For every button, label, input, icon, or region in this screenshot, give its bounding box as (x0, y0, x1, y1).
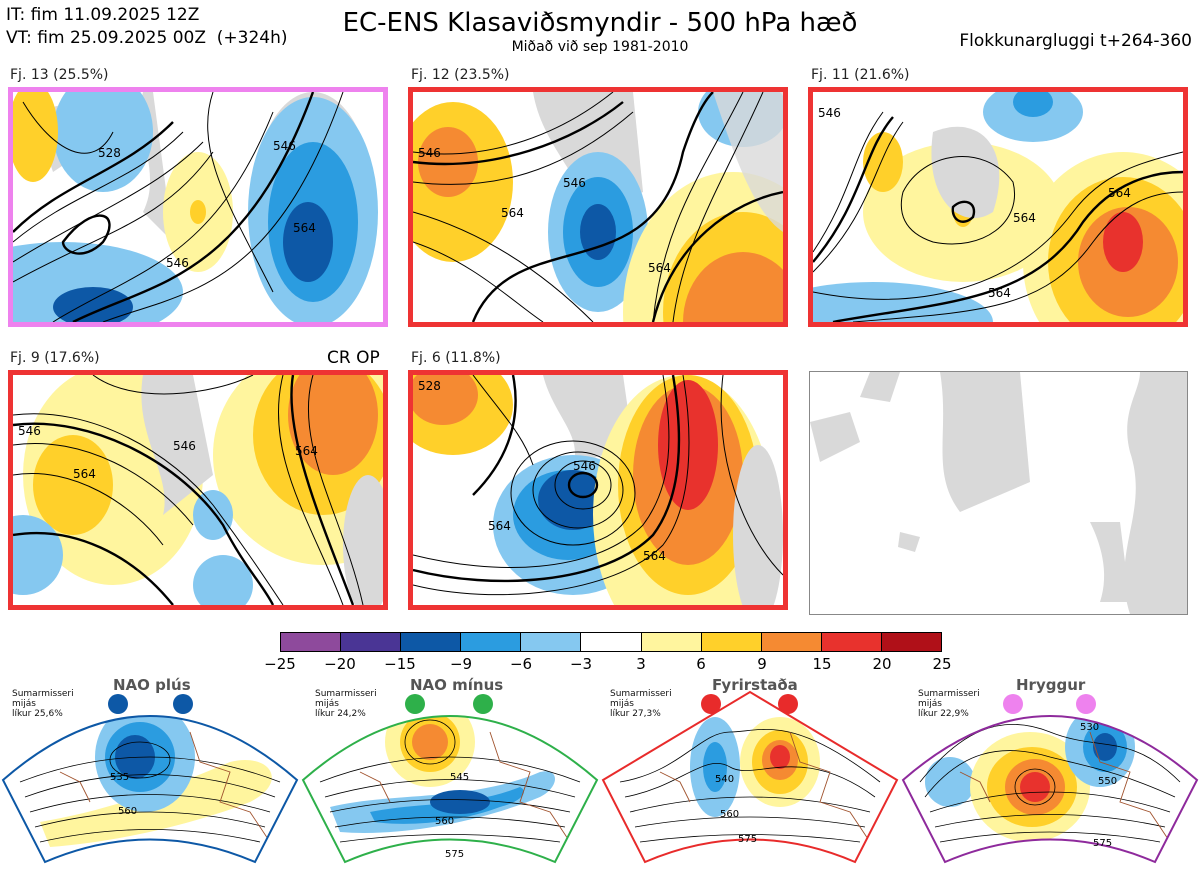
cluster-map-11: 546 564 564 564 582 (808, 87, 1188, 327)
contour-label: 564 (643, 549, 666, 563)
regime-marker-dot (778, 694, 798, 714)
colorbar-swatch (821, 633, 882, 651)
init-time: IT: fim 11.09.2025 12Z (6, 5, 200, 25)
cluster-map-9: 546 546 564 564 582 (8, 370, 388, 610)
regime-marker-dot (108, 694, 128, 714)
colorbar-swatch (761, 633, 822, 651)
colorbar-tick: 20 (872, 655, 892, 673)
colorbar-swatch (641, 633, 702, 651)
regime-marker-dot (1003, 694, 1023, 714)
colorbar-tick: −3 (569, 655, 593, 673)
regime-contour-label: 575 (1093, 838, 1112, 849)
colorbar-tick: 3 (636, 655, 646, 673)
regime-title-nao-plus: NAO plús (113, 676, 191, 694)
panel-label-3: Fj. 11 (21.6%) (811, 67, 910, 83)
regime-title-nao-minus: NAO mínus (410, 676, 504, 694)
regime-map-ridge: 530 550 575 (901, 715, 1199, 864)
classification-window: Flokkunargluggi t+264-360 (959, 31, 1192, 51)
cluster-map-12: 546 546 564 564 582 (408, 87, 788, 327)
colorbar-swatch (521, 633, 582, 651)
colorbar-swatch (881, 633, 942, 651)
colorbar-tick: −15 (384, 655, 416, 673)
contour-label: 582 (668, 321, 691, 322)
regime-contour-label: 560 (435, 816, 454, 827)
contour-label: 546 (418, 146, 441, 160)
panel-label-5: Fj. 6 (11.8%) (411, 350, 501, 366)
colorbar-tick: 6 (696, 655, 706, 673)
colorbar-tick: −20 (324, 655, 356, 673)
regime-contour-label: 545 (450, 772, 469, 783)
contour-label: 582 (308, 604, 331, 605)
empty-map (809, 371, 1188, 615)
contour-label: 546 (563, 176, 586, 190)
regime-contour-label: 560 (720, 809, 739, 820)
anomaly-colorbar (280, 632, 942, 652)
regime-map-nao-minus: 545 560 575 (301, 715, 599, 864)
regime-contour-label: 560 (118, 806, 137, 817)
colorbar-tick: −9 (449, 655, 473, 673)
colorbar-tick: 9 (757, 655, 767, 673)
colorbar-tick: −25 (264, 655, 296, 673)
colorbar-swatch (401, 633, 462, 651)
contour-label: 528 (418, 379, 441, 393)
contour-label: 546 (273, 139, 296, 153)
page-subtitle: Miðað við sep 1981-2010 (511, 39, 689, 55)
colorbar-tick: −6 (509, 655, 533, 673)
valid-time: VT: fim 25.09.2025 00Z (+324h) (6, 28, 288, 48)
colorbar-swatch (461, 633, 522, 651)
regime-map-blocking: 540 560 575 (601, 690, 899, 864)
contour-label: 582 (1093, 321, 1116, 322)
colorbar-swatch (281, 633, 342, 651)
contour-label: 564 (1108, 186, 1131, 200)
contour-label: 528 (98, 146, 121, 160)
regime-marker-dot (1076, 694, 1096, 714)
colorbar-tick: 15 (812, 655, 832, 673)
regime-title-ridge: Hryggur (1016, 676, 1086, 694)
regime-contour-label: 530 (1080, 722, 1099, 733)
contour-label: 564 (73, 467, 96, 481)
contour-label: 564 (1013, 211, 1036, 225)
cluster-map-13: 528 546 546 564 582 (8, 87, 388, 327)
colorbar-swatch (341, 633, 402, 651)
colorbar-swatch (701, 633, 762, 651)
contour-label: 564 (295, 444, 318, 458)
panel-label-1: Fj. 13 (25.5%) (10, 67, 109, 83)
contour-label: 582 (685, 604, 708, 605)
contour-label: 564 (488, 519, 511, 533)
contour-label: 564 (988, 286, 1011, 300)
regime-contour-label: 550 (1098, 776, 1117, 787)
regime-info: Sumarmisseri mijás líkur 24,2% (315, 689, 377, 719)
regime-map-nao-plus: 535 560 (1, 715, 299, 864)
panel-label-2: Fj. 12 (23.5%) (411, 67, 510, 83)
regime-title-blocking: Fyrirstaða (712, 676, 798, 694)
regime-marker-dot (473, 694, 493, 714)
contour-label: 564 (648, 261, 671, 275)
control-run-tag: CR OP (327, 348, 380, 368)
page-title: EC-ENS Klasaviðsmyndir - 500 hPa hæð (342, 8, 858, 38)
regime-info: Sumarmisseri mijás líkur 22,9% (918, 689, 980, 719)
regime-marker-dot (405, 694, 425, 714)
colorbar-swatch (581, 633, 642, 651)
regime-info: Sumarmisseri mijás líkur 25,6% (12, 689, 74, 719)
regime-contour-label: 575 (445, 849, 464, 860)
contour-label: 546 (166, 256, 189, 270)
contour-label: 582 (333, 321, 356, 322)
contour-label: 546 (573, 459, 596, 473)
cluster-map-6: 528 546 564 564 582 (408, 370, 788, 610)
colorbar-tick: 25 (932, 655, 952, 673)
contour-label: 546 (18, 424, 41, 438)
regime-contour-label: 540 (715, 774, 734, 785)
contour-label: 546 (173, 439, 196, 453)
regime-info: Sumarmisseri mijás líkur 27,3% (610, 689, 672, 719)
regime-marker-dot (701, 694, 721, 714)
panel-label-4: Fj. 9 (17.6%) (10, 350, 100, 366)
regime-marker-dot (173, 694, 193, 714)
contour-label: 564 (501, 206, 524, 220)
init-valid-time: IT: fim 11.09.2025 12Z VT: fim 25.09.202… (6, 4, 288, 50)
contour-label: 564 (293, 221, 316, 235)
regime-contour-label: 575 (738, 834, 757, 845)
contour-label: 546 (818, 106, 841, 120)
regime-contour-label: 535 (110, 772, 129, 783)
